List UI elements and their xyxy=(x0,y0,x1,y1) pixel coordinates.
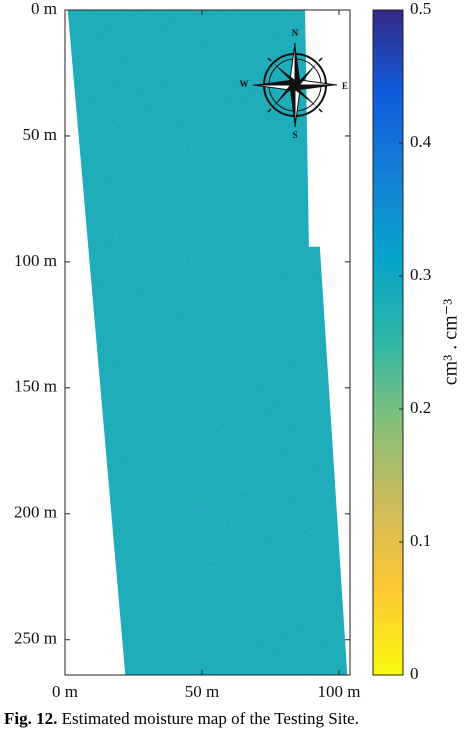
x-tick-label: 50 m xyxy=(185,682,219,701)
y-tick-label: 200 m xyxy=(14,503,57,522)
compass-label: N xyxy=(292,28,299,38)
colorbar-tick-label: 0.4 xyxy=(410,132,432,151)
plot-area: 0 m 50 m 100 m 0 m 50 m 100 m 150 m 200 m 250 m xyxy=(14,0,361,701)
field-texture xyxy=(67,10,348,675)
colorbar-tick-label: 0.3 xyxy=(410,265,431,284)
colorbar xyxy=(372,9,404,676)
x-tick-label: 100 m xyxy=(318,682,361,701)
caption: Fig. 12. Estimated moisture map of the T… xyxy=(4,709,359,729)
y-tick-label: 250 m xyxy=(14,629,57,648)
colorbar-tick-label: 0.2 xyxy=(410,398,431,417)
colorbar-tick-label: 0.5 xyxy=(410,0,431,18)
y-tick-label: 100 m xyxy=(14,251,57,270)
colorbar-tick-label: 0.1 xyxy=(410,531,431,550)
y-tick-label: 50 m xyxy=(23,125,57,144)
colorbar-tick-label: 0 xyxy=(410,664,419,683)
y-tick-label: 150 m xyxy=(14,377,57,396)
caption-text: Estimated moisture map of the Testing Si… xyxy=(61,709,359,728)
y-tick-label: 0 m xyxy=(31,0,57,18)
compass-rose: N E S W xyxy=(240,28,349,140)
x-tick-label: 0 m xyxy=(52,682,78,701)
compass-label: E xyxy=(342,81,348,91)
compass-label: S xyxy=(292,130,297,140)
axes-box xyxy=(64,9,351,676)
caption-label: Fig. 12. xyxy=(4,709,58,728)
compass-label: W xyxy=(240,79,249,89)
colorbar-label: cm³ . cm⁻³ xyxy=(440,299,462,385)
